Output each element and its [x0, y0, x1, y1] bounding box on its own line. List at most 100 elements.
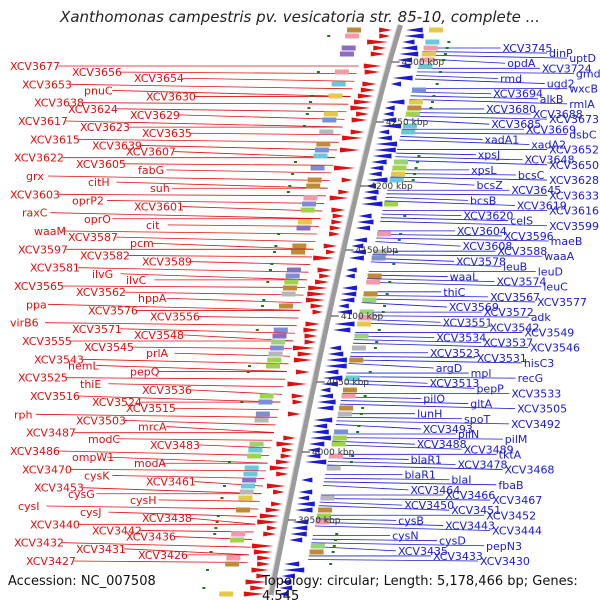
- annotation-block: [240, 483, 255, 489]
- connector-forward: [78, 267, 309, 273]
- reverse-gene-arrow: [280, 579, 292, 585]
- forward-gene-arrow: [379, 27, 393, 33]
- gene-label-reverse: dinP: [549, 47, 573, 60]
- annotation-block: [322, 117, 337, 123]
- annotation-block: [268, 351, 283, 357]
- forward-gene-arrow: [362, 81, 377, 87]
- gene-label-reverse: hisC3: [524, 357, 554, 370]
- reverse-gene-arrow: [313, 417, 333, 423]
- forward-gene-arrow: [356, 111, 369, 117]
- reverse-gene-arrow: [381, 117, 397, 123]
- gene-label-forward: ppa: [26, 298, 47, 311]
- feature-tick: [214, 527, 218, 529]
- connector-reverse: [337, 416, 463, 420]
- connector-forward: [120, 71, 357, 75]
- gene-label-reverse: XCV3452: [486, 509, 536, 522]
- forward-gene-arrow: [331, 219, 343, 225]
- annotation-block: [358, 315, 373, 321]
- gene-label-reverse: wxcB: [569, 83, 598, 96]
- forward-gene-arrow: [280, 453, 293, 459]
- connector-forward: [116, 108, 347, 113]
- connector-forward: [158, 499, 260, 502]
- connector-reverse: [314, 525, 491, 531]
- reverse-gene-arrow: [366, 177, 388, 183]
- gene-label-forward: XCV3624: [68, 103, 118, 116]
- feature-tick: [399, 233, 403, 235]
- connector-reverse: [339, 403, 516, 410]
- reverse-gene-arrow: [395, 63, 411, 69]
- gene-label-forward: XCV3653: [22, 78, 72, 91]
- feature-tick: [443, 53, 447, 55]
- forward-gene-arrow: [308, 285, 328, 291]
- gene-label-reverse: XCV3680: [486, 103, 536, 116]
- annotation-block: [269, 345, 284, 351]
- reverse-gene-arrow: [317, 399, 336, 405]
- forward-gene-arrow: [351, 117, 368, 123]
- connector-forward: [174, 407, 279, 411]
- gene-label-forward: XCV3639: [92, 139, 142, 152]
- gene-label-reverse: argD: [436, 362, 463, 375]
- gene-label-reverse: pilO: [423, 392, 445, 405]
- gene-label-forward: oprO: [84, 213, 111, 226]
- annotation-block: [306, 183, 321, 189]
- annotation-block: [231, 531, 246, 537]
- connector-reverse: [349, 359, 522, 364]
- gene-label-forward: XCV3656: [72, 66, 122, 79]
- reverse-gene-arrow: [301, 477, 313, 483]
- connector-reverse: [416, 71, 574, 74]
- connector-reverse: [401, 132, 568, 135]
- gene-label-reverse: XCV3620: [463, 210, 513, 223]
- connector-forward: [116, 236, 316, 243]
- annotation-block: [242, 477, 257, 483]
- connector-forward: [128, 255, 312, 258]
- gene-label-reverse: blaR1: [404, 469, 435, 482]
- connector-forward: [116, 438, 273, 441]
- feature-tick: [268, 269, 272, 271]
- reverse-gene-arrow: [402, 39, 415, 45]
- reverse-gene-arrow: [397, 57, 413, 63]
- annotation-block: [239, 489, 254, 495]
- forward-gene-arrow: [251, 567, 269, 573]
- feature-tick: [288, 185, 292, 187]
- connector-reverse: [363, 294, 489, 298]
- reverse-gene-arrow: [340, 291, 357, 297]
- feature-tick: [442, 59, 446, 61]
- forward-gene-arrow: [334, 165, 356, 171]
- reverse-gene-arrow: [309, 435, 331, 441]
- gene-label-forward: cysJ: [80, 506, 102, 519]
- feature-tick: [302, 125, 306, 127]
- reverse-gene-arrow: [304, 459, 327, 465]
- gene-label-reverse: XCV3588: [497, 245, 547, 258]
- connector-forward: [58, 450, 270, 456]
- forward-gene-arrow: [350, 105, 371, 111]
- feature-tick: [430, 101, 434, 103]
- connector-forward: [124, 163, 334, 166]
- scale-label: 3950 kbp: [298, 516, 341, 526]
- forward-gene-arrow: [363, 63, 382, 69]
- feature-tick: [266, 281, 270, 283]
- forward-gene-arrow: [312, 309, 323, 315]
- forward-gene-arrow: [305, 297, 326, 303]
- connector-reverse: [332, 440, 415, 445]
- gene-label-forward: XCV3438: [142, 512, 192, 525]
- gene-label-reverse: cysB: [398, 514, 424, 527]
- gene-label-forward: XCV3597: [18, 243, 68, 256]
- reverse-gene-arrow: [344, 273, 355, 279]
- connector-forward: [78, 138, 339, 143]
- gene-label-reverse: XCV3505: [517, 403, 567, 416]
- connector-forward: [82, 487, 262, 495]
- annotation-block: [284, 279, 299, 285]
- feature-tick: [397, 239, 401, 241]
- annotation-block: [326, 465, 341, 471]
- forward-gene-arrow: [370, 51, 385, 57]
- reverse-gene-arrow: [390, 81, 401, 87]
- gene-label-forward: thiE: [80, 378, 101, 391]
- feature-tick: [377, 329, 381, 331]
- reverse-gene-arrow: [316, 405, 334, 411]
- connector-reverse: [404, 119, 490, 125]
- reverse-gene-arrow: [311, 429, 329, 435]
- annotation-block: [401, 129, 416, 135]
- annotation-block: [219, 591, 234, 597]
- gene-label-reverse: XCV3537: [483, 337, 533, 350]
- gene-label-forward: cysI: [18, 500, 40, 513]
